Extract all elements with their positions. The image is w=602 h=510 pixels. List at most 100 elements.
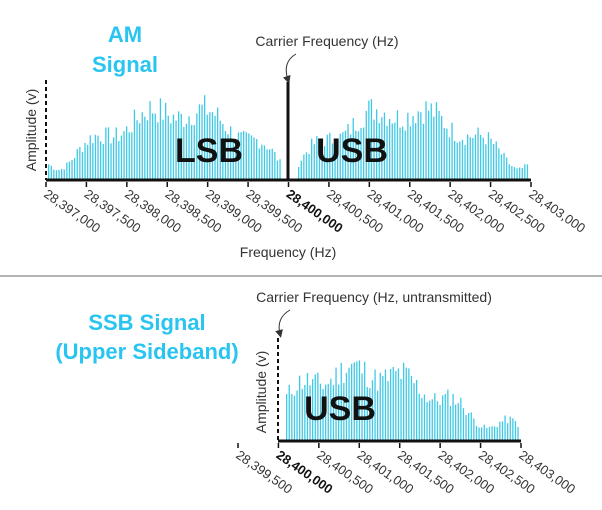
ssb-usb-bar-83 (501, 421, 504, 441)
am-lsb-bar-28 (120, 135, 123, 180)
am-lsb-bar-48 (172, 114, 175, 180)
am-usb-bar-6 (313, 144, 315, 180)
ssb-usb-bar-61 (444, 394, 446, 441)
ssb-usb-bar-38 (384, 369, 387, 441)
am-usb-bar-66 (469, 137, 471, 180)
am-usb-bar-76 (495, 141, 497, 180)
am-usb-bar-88 (526, 164, 529, 180)
ssb-usb-bar-31 (366, 387, 368, 441)
am-usb-bar-37 (394, 122, 396, 180)
am-usb-label: USB (316, 132, 388, 170)
ssb-usb-bar-21 (340, 362, 342, 441)
am-usb-bar-62 (459, 141, 461, 180)
am-lsb-bar-41 (154, 113, 156, 180)
am-lsb-bar-82 (261, 144, 263, 180)
ssb-usb-bar-52 (421, 398, 423, 441)
am-lsb-bar-63 (211, 112, 214, 180)
am-lsb-bar-24 (110, 143, 112, 180)
am-lsb-bar-57 (196, 113, 198, 180)
ssb-usb-bar-66 (457, 403, 459, 441)
am-usb-bar-38 (396, 110, 399, 180)
am-lsb-bar-4 (58, 170, 60, 180)
am-usb-bar-7 (316, 135, 318, 180)
am-lsb-bar-56 (193, 125, 195, 180)
am-usb-bar-87 (524, 164, 526, 180)
am-lsb-bar-35 (139, 123, 141, 180)
ssb-usb-bar-3 (293, 395, 296, 441)
ssb-usb-bar-88 (514, 421, 517, 441)
am-usb-bar-55 (441, 115, 443, 180)
am-usb-bar-83 (513, 167, 516, 180)
ssb-usb-bar-27 (356, 361, 358, 441)
am-usb-bar-33 (383, 112, 386, 180)
ssb-usb-bar-32 (369, 388, 371, 441)
ssb-usb-bar-11 (314, 374, 316, 441)
ssb-usb-bar-64 (452, 393, 454, 441)
am-lsb-bar-3 (55, 170, 58, 180)
am-lsb-bar-64 (214, 115, 216, 180)
am-lsb-bar-79 (253, 137, 255, 180)
ssb-title-line1: SSB Signal (88, 310, 205, 335)
am-lsb-bar-25 (113, 137, 115, 180)
ssb-spectrum-bars (286, 360, 519, 441)
am-usb-bar-72 (485, 144, 487, 180)
am-usb-bar-2 (303, 154, 305, 180)
ssb-usb-bar-57 (434, 393, 436, 441)
am-usb-bar-82 (511, 166, 513, 180)
am-usb-bar-81 (508, 164, 510, 180)
am-lsb-bar-61 (206, 114, 208, 180)
am-lsb-bar-7 (66, 162, 68, 180)
ssb-usb-bar-48 (410, 375, 413, 441)
ssb-usb-bar-58 (436, 401, 439, 441)
ssb-usb-bar-80 (494, 426, 496, 441)
am-lsb-bar-76 (245, 132, 247, 180)
am-lsb-bar-5 (61, 168, 63, 180)
ssb-usb-bar-14 (322, 389, 324, 441)
am-usb-bar-3 (305, 152, 308, 180)
am-lsb-bar-15 (87, 144, 89, 180)
ssb-usb-bar-49 (413, 383, 415, 441)
ssb-usb-bar-33 (371, 380, 374, 441)
am-lsb-bar-55 (191, 125, 193, 180)
am-lsb-bar-66 (219, 120, 221, 180)
ssb-usb-bar-35 (377, 390, 379, 441)
am-usb-bar-13 (331, 143, 334, 180)
am-title-line2: Signal (92, 52, 158, 77)
am-usb-bar-39 (399, 127, 401, 180)
am-lsb-bar-77 (248, 133, 250, 180)
ssb-usb-bar-46 (405, 367, 407, 441)
ssb-usb-bar-9 (309, 385, 311, 441)
am-usb-bar-4 (308, 154, 310, 180)
am-usb-bar-8 (318, 139, 321, 180)
ssb-usb-bar-10 (312, 379, 314, 441)
ssb-usb-bar-16 (327, 383, 329, 441)
ssb-usb-bar-6 (301, 388, 303, 441)
am-usb-bar-26 (365, 110, 367, 180)
am-usb-bar-9 (321, 140, 323, 180)
am-xlabel: Frequency (Hz) (240, 244, 336, 260)
am-lsb-bar-70 (230, 126, 232, 180)
am-lsb-bar-20 (100, 141, 102, 180)
ssb-usb-bar-60 (442, 395, 444, 441)
ssb-usb-bar-71 (470, 412, 472, 441)
am-usb-bar-79 (503, 152, 505, 180)
ssb-title-line2: (Upper Sideband) (55, 339, 238, 364)
am-lsb-bar-10 (74, 158, 76, 180)
am-lsb-bar-13 (81, 151, 84, 180)
am-usb-bar-46 (417, 111, 419, 180)
ssb-usb-bar-42 (395, 371, 397, 441)
am-usb-bar-22 (355, 130, 357, 180)
ssb-carrier-label: Carrier Frequency (Hz, untransmitted) (256, 289, 492, 305)
ssb-usb-bar-1 (288, 384, 290, 441)
ssb-usb-bar-84 (504, 415, 506, 441)
am-lsb-bar-49 (175, 120, 177, 180)
am-lsb-label: LSB (175, 132, 243, 170)
ssb-usb-bar-23 (345, 372, 348, 441)
ssb-usb-bar-29 (361, 373, 363, 441)
am-usb-bar-57 (446, 128, 448, 180)
am-usb-bar-71 (482, 137, 484, 180)
ssb-usb-bar-74 (478, 427, 480, 441)
ssb-usb-bar-50 (416, 379, 418, 441)
am-lsb-bar-60 (204, 95, 206, 180)
am-lsb-bar-40 (152, 113, 154, 180)
